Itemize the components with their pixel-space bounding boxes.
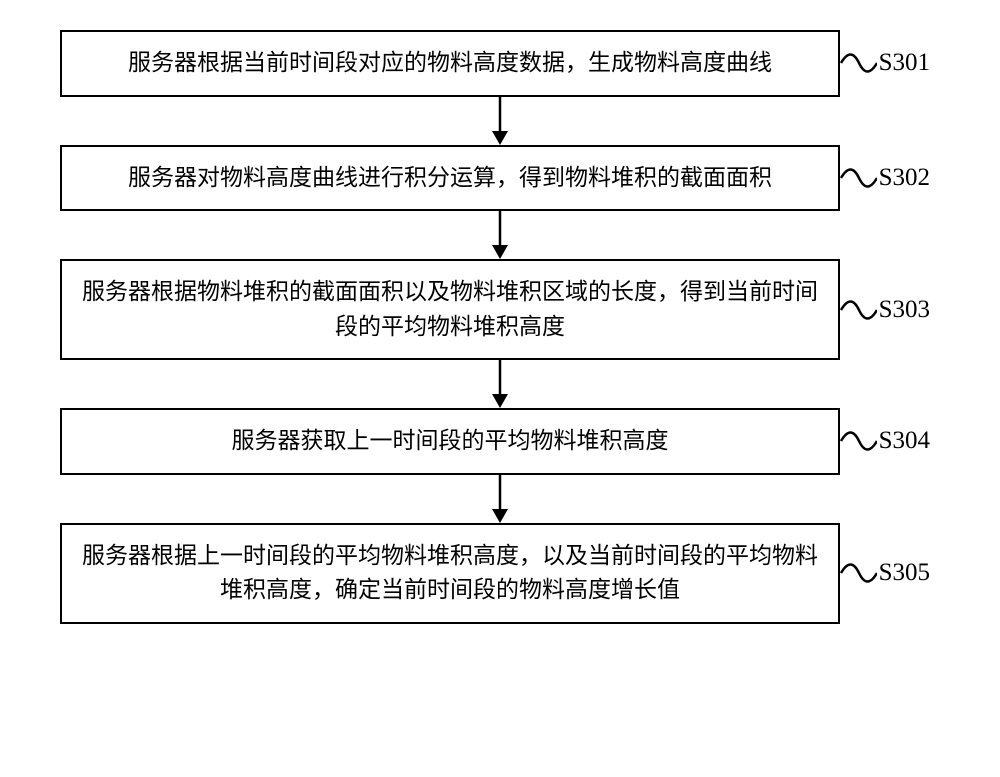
flowchart-container: 服务器根据当前时间段对应的物料高度数据，生成物料高度曲线 S301 服务器对物料… (60, 30, 940, 624)
connector-curve-icon (839, 427, 877, 455)
step-row-2: 服务器对物料高度曲线进行积分运算，得到物料堆积的截面面积 S302 (60, 145, 940, 212)
connector-curve-icon (839, 296, 877, 324)
arrow-down-icon (488, 211, 512, 259)
arrow-3 (110, 360, 890, 408)
step-box-s305: 服务器根据上一时间段的平均物料堆积高度，以及当前时间段的平均物料堆积高度，确定当… (60, 523, 840, 624)
arrow-down-icon (488, 360, 512, 408)
step-box-s303: 服务器根据物料堆积的截面面积以及物料堆积区域的长度，得到当前时间段的平均物料堆积… (60, 259, 840, 360)
arrow-1 (110, 97, 890, 145)
connector-curve-icon (839, 49, 877, 77)
arrow-down-icon (488, 475, 512, 523)
step-box-s301: 服务器根据当前时间段对应的物料高度数据，生成物料高度曲线 (60, 30, 840, 97)
step-box-s302: 服务器对物料高度曲线进行积分运算，得到物料堆积的截面面积 (60, 145, 840, 212)
step-row-4: 服务器获取上一时间段的平均物料堆积高度 S304 (60, 408, 940, 475)
step-row-3: 服务器根据物料堆积的截面面积以及物料堆积区域的长度，得到当前时间段的平均物料堆积… (60, 259, 940, 360)
step-label-text: S305 (879, 559, 930, 587)
arrow-down-icon (488, 97, 512, 145)
arrow-4 (110, 475, 890, 523)
step-label-text: S304 (879, 427, 930, 455)
step-label-s304: S304 (839, 427, 930, 455)
step-label-text: S303 (879, 296, 930, 324)
connector-curve-icon (839, 164, 877, 192)
arrow-2 (110, 211, 890, 259)
step-text: 服务器获取上一时间段的平均物料堆积高度 (232, 424, 669, 459)
step-label-text: S302 (879, 164, 930, 192)
step-label-s303: S303 (839, 296, 930, 324)
step-text: 服务器对物料高度曲线进行积分运算，得到物料堆积的截面面积 (128, 161, 772, 196)
step-text: 服务器根据物料堆积的截面面积以及物料堆积区域的长度，得到当前时间段的平均物料堆积… (82, 275, 818, 344)
step-text: 服务器根据当前时间段对应的物料高度数据，生成物料高度曲线 (128, 46, 772, 81)
step-label-s302: S302 (839, 164, 930, 192)
step-row-5: 服务器根据上一时间段的平均物料堆积高度，以及当前时间段的平均物料堆积高度，确定当… (60, 523, 940, 624)
step-row-1: 服务器根据当前时间段对应的物料高度数据，生成物料高度曲线 S301 (60, 30, 940, 97)
step-text: 服务器根据上一时间段的平均物料堆积高度，以及当前时间段的平均物料堆积高度，确定当… (82, 539, 818, 608)
step-label-s301: S301 (839, 49, 930, 77)
step-box-s304: 服务器获取上一时间段的平均物料堆积高度 (60, 408, 840, 475)
connector-curve-icon (839, 559, 877, 587)
step-label-text: S301 (879, 49, 930, 77)
step-label-s305: S305 (839, 559, 930, 587)
